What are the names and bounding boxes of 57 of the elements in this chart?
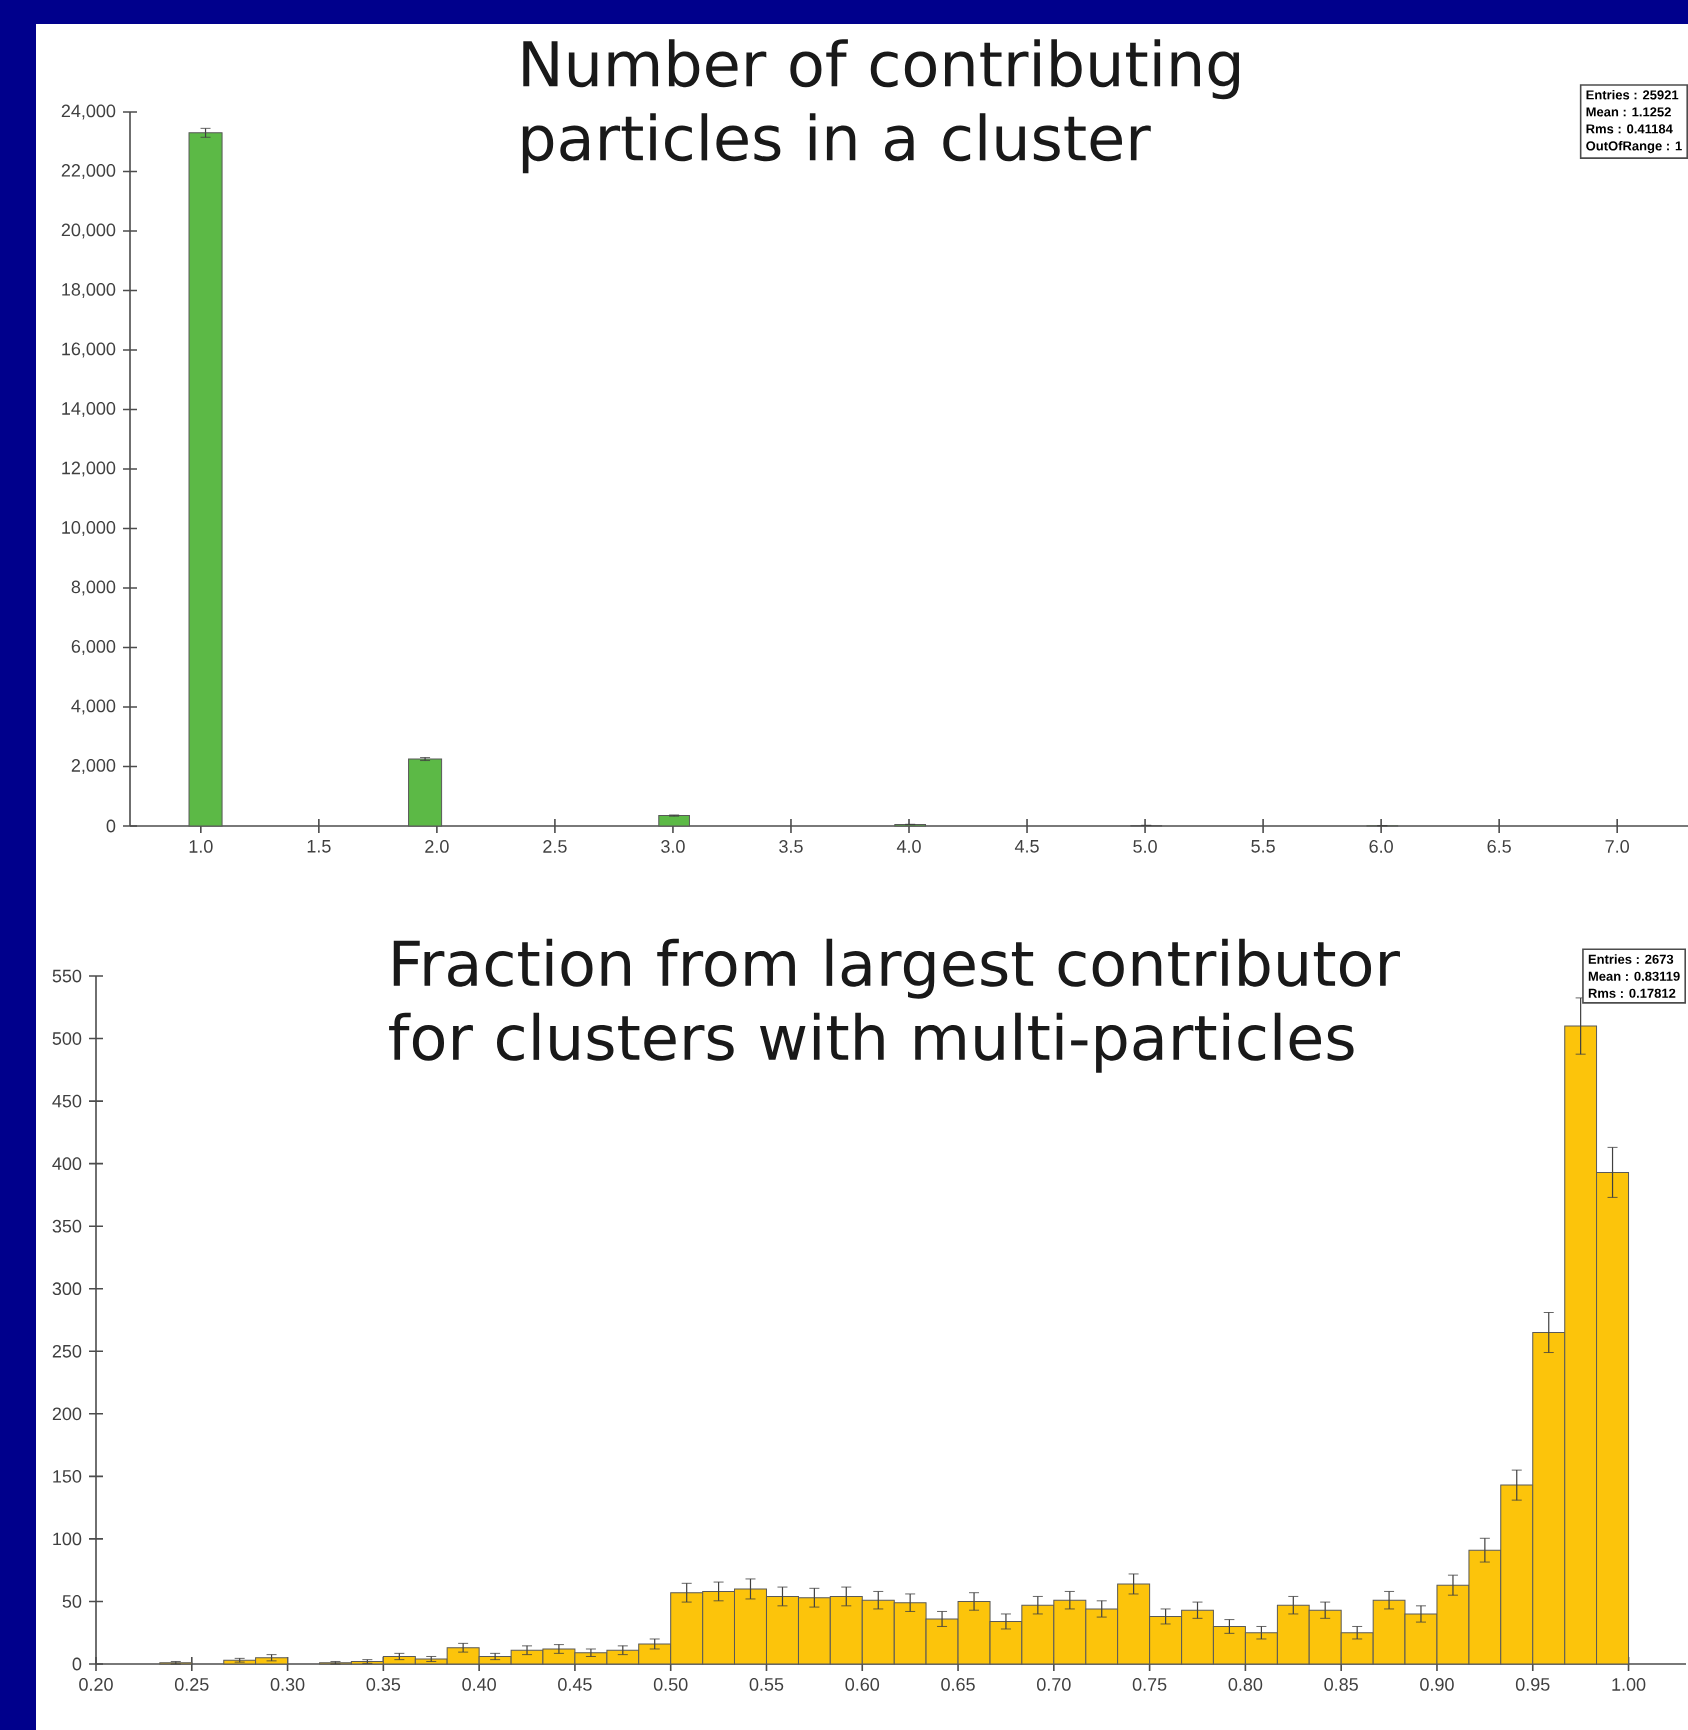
- x-tick-label: 2.5: [543, 840, 567, 853]
- y-tick-label: 0: [106, 819, 116, 833]
- x-tick-label: 0.60: [845, 1678, 880, 1691]
- x-tick-label: 4.0: [896, 840, 921, 853]
- x-tick-label: 0.20: [79, 1678, 113, 1691]
- y-tick-label: 4,000: [71, 699, 116, 715]
- x-tick-label: 1.00: [1612, 1678, 1646, 1691]
- x-tick-label: 3.5: [779, 840, 803, 853]
- y-tick-label: 8,000: [71, 580, 116, 596]
- y-tick-label: 550: [52, 969, 82, 983]
- x-tick-label: 6.5: [1487, 840, 1511, 853]
- y-tick-label: 6,000: [71, 640, 116, 655]
- x-tick-label: 0.55: [749, 1678, 784, 1691]
- y-tick-label: 14,000: [62, 402, 116, 417]
- x-tick-label: 5.0: [1133, 840, 1157, 853]
- x-tick-label: 1.0: [189, 840, 213, 853]
- x-tick-label: 0.40: [462, 1678, 496, 1691]
- x-tick-label: 0.45: [558, 1678, 592, 1691]
- x-tick-label: 4.5: [1014, 840, 1039, 853]
- y-tick-label: 16,000: [62, 342, 116, 358]
- x-tick-label: 6.0: [1369, 840, 1393, 853]
- x-tick-label: 0.85: [1324, 1678, 1358, 1691]
- x-tick-label: 0.25: [174, 1678, 209, 1691]
- y-tick-label: 250: [52, 1344, 82, 1358]
- y-tick-label: 300: [52, 1282, 82, 1296]
- y-tick-label: 2,000: [71, 759, 116, 774]
- x-tick-label: 3.0: [661, 840, 685, 853]
- y-tick-label: 0: [72, 1657, 82, 1671]
- y-tick-label: 450: [52, 1094, 82, 1108]
- y-tick-label: 24,000: [61, 104, 116, 120]
- x-tick-label: 1.5: [307, 840, 331, 853]
- y-tick-label: 10,000: [62, 521, 116, 536]
- chart-title: Number of contributing particles in a cluster: [522, 39, 1239, 174]
- y-tick-label: 150: [53, 1469, 82, 1483]
- x-tick-label: 7.0: [1605, 840, 1630, 853]
- y-tick-label: 100: [53, 1532, 82, 1546]
- y-tick-label: 50: [62, 1595, 82, 1608]
- x-tick-label: 5.5: [1251, 840, 1275, 853]
- y-tick-label: 200: [52, 1407, 82, 1421]
- x-tick-label: 0.35: [366, 1678, 401, 1691]
- x-tick-label: 0.30: [270, 1678, 305, 1691]
- x-tick-label: 0.50: [653, 1678, 688, 1691]
- x-tick-label: 0.90: [1420, 1678, 1454, 1691]
- y-tick-label: 12,000: [62, 461, 116, 477]
- y-tick-label: 18,000: [62, 283, 116, 298]
- y-tick-label: 350: [52, 1219, 82, 1233]
- y-tick-label: 400: [52, 1157, 82, 1171]
- x-tick-label: 0.75: [1132, 1678, 1167, 1691]
- y-tick-label: 500: [52, 1032, 82, 1045]
- x-tick-label: 2.0: [425, 840, 449, 853]
- x-tick-label: 0.70: [1037, 1678, 1071, 1691]
- y-tick-label: 20,000: [61, 223, 116, 239]
- x-tick-label: 0.80: [1228, 1678, 1263, 1691]
- x-tick-label: 0.95: [1515, 1678, 1550, 1691]
- chart-title: Fraction from largest contributor for clusters with multi-particles: [389, 938, 1400, 1073]
- y-tick-label: 22,000: [61, 164, 116, 179]
- x-tick-label: 0.65: [941, 1678, 975, 1691]
